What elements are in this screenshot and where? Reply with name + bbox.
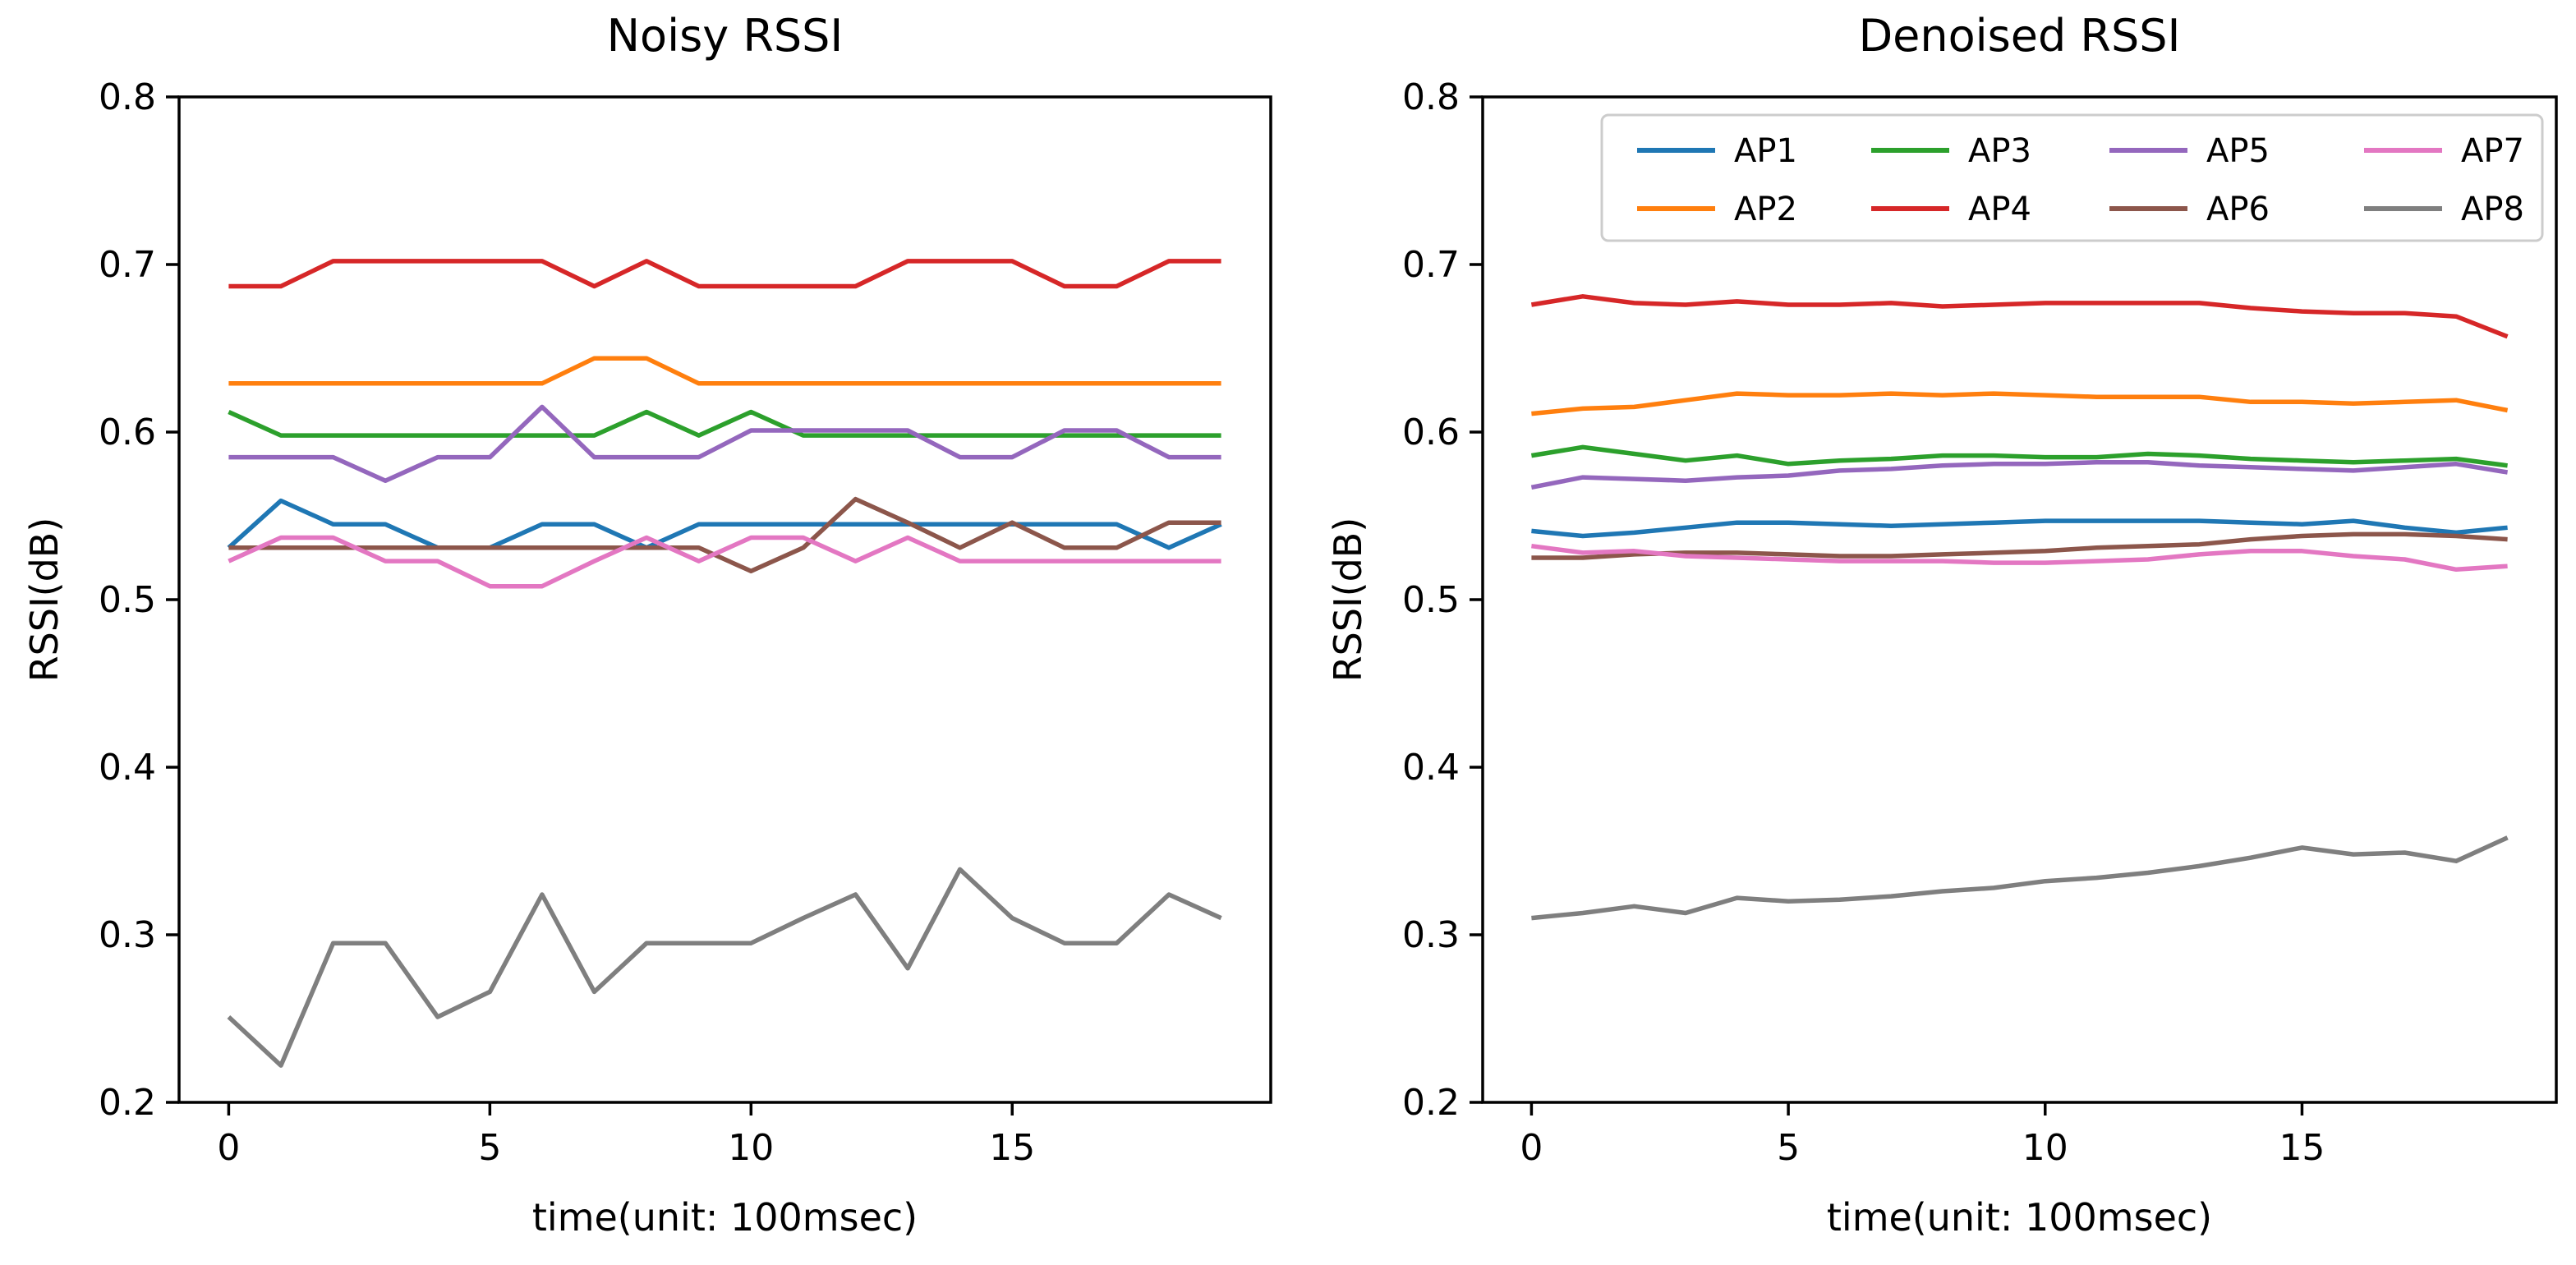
plot-title: Noisy RSSI xyxy=(607,10,844,62)
series-line-ap8 xyxy=(227,867,1222,1068)
legend-label-ap1: AP1 xyxy=(1734,132,1797,170)
series-line-ap5 xyxy=(228,404,1221,483)
y-tick-label: 0.6 xyxy=(1402,412,1460,453)
x-tick-label: 15 xyxy=(2279,1127,2325,1169)
y-axis-label: RSSI(dB) xyxy=(22,518,67,683)
x-tick-label: 15 xyxy=(989,1127,1035,1169)
series-line-ap2 xyxy=(1531,391,2509,416)
series-line-ap1 xyxy=(1531,518,2508,539)
y-tick-label: 0.3 xyxy=(1402,914,1460,956)
legend-label-ap6: AP6 xyxy=(2206,191,2270,228)
y-tick-label: 0.4 xyxy=(99,747,156,789)
series-line-ap6 xyxy=(1531,531,2508,560)
x-tick-label: 0 xyxy=(217,1127,240,1169)
axes-box xyxy=(177,95,1272,1104)
noisy-rssi-chart: 0 5 10 15 0.2 0.3 0.4 0.5 0.6 0.7 0.8 Noisy RSSI tim… xyxy=(22,10,1272,1240)
series-line-ap4 xyxy=(228,259,1221,289)
x-tick-label: 5 xyxy=(478,1127,501,1169)
legend-label-ap3: AP3 xyxy=(1968,132,2031,170)
y-tick-label: 0.4 xyxy=(1402,747,1460,789)
series-line-ap3 xyxy=(1530,444,2508,468)
y-tick-label: 0.2 xyxy=(1402,1082,1460,1124)
y-tick-label: 0.2 xyxy=(99,1082,156,1124)
x-tick-label: 0 xyxy=(1520,1127,1543,1169)
x-tick-label: 5 xyxy=(1777,1127,1800,1169)
y-axis-label: RSSI(dB) xyxy=(1326,518,1370,683)
x-axis-label: time(unit: 100msec) xyxy=(1827,1195,2212,1240)
legend-label-ap5: AP5 xyxy=(2206,132,2270,170)
x-tick-label: 10 xyxy=(728,1127,774,1169)
y-tick-label: 0.8 xyxy=(1402,76,1460,118)
series-line-ap7 xyxy=(228,535,1221,589)
legend-box xyxy=(1600,113,2544,242)
axes-box xyxy=(1481,95,2558,1104)
noisy-rssi-plot: 0 5 10 15 0.2 0.3 0.4 0.5 0.6 0.7 0.8 Noisy RSSI tim… xyxy=(22,10,1272,1240)
legend-label-ap2: AP2 xyxy=(1734,191,1797,228)
x-axis-label: time(unit: 100msec) xyxy=(532,1195,918,1240)
y-tick-label: 0.5 xyxy=(1402,579,1460,621)
y-tick-label: 0.7 xyxy=(99,244,156,286)
series-line-ap4 xyxy=(1530,294,2509,339)
series-line-ap1 xyxy=(227,498,1222,550)
plot-title: Denoised RSSI xyxy=(1859,10,2181,62)
series-line-ap2 xyxy=(228,356,1221,386)
legend-label-ap8: AP8 xyxy=(2461,191,2524,228)
y-tick-label: 0.7 xyxy=(1402,244,1460,286)
series-line-ap5 xyxy=(1530,459,2509,490)
denoised-rssi-plot: 0 5 10 15 0.2 0.3 0.4 0.5 0.6 0.7 0.8 Denoised RSSI… xyxy=(1326,10,2558,1240)
y-tick-label: 0.5 xyxy=(99,579,156,621)
y-tick-label: 0.8 xyxy=(99,76,156,118)
series-line-ap8 xyxy=(1531,835,2509,921)
legend-label-ap4: AP4 xyxy=(1968,191,2031,228)
y-tick-label: 0.6 xyxy=(99,412,156,453)
denoised-rssi-chart: 0 5 10 15 0.2 0.3 0.4 0.5 0.6 0.7 0.8 Denoised RSSI… xyxy=(1288,0,2576,1265)
y-tick-label: 0.3 xyxy=(99,914,156,956)
x-tick-label: 10 xyxy=(2022,1127,2068,1169)
legend-label-ap7: AP7 xyxy=(2461,132,2524,170)
series-line-ap6 xyxy=(228,496,1221,574)
series-line-ap7 xyxy=(1531,543,2508,573)
